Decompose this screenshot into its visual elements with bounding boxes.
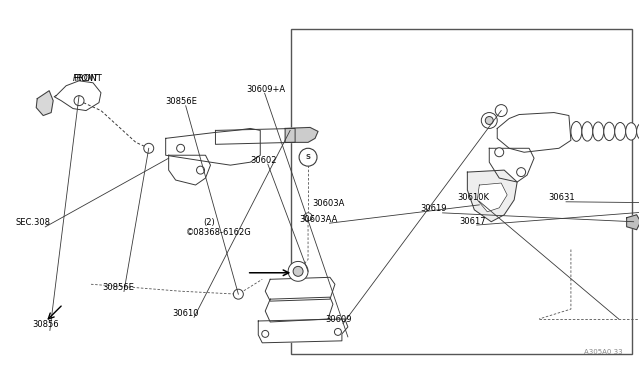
Circle shape (481, 113, 497, 128)
Polygon shape (36, 91, 53, 116)
Polygon shape (285, 128, 318, 142)
Text: 30603A: 30603A (312, 199, 345, 208)
Circle shape (299, 148, 317, 166)
Circle shape (177, 144, 184, 152)
Polygon shape (627, 215, 640, 230)
Polygon shape (216, 128, 295, 144)
Ellipse shape (626, 123, 637, 140)
Text: 30617: 30617 (459, 217, 486, 225)
Text: FRONT: FRONT (73, 74, 102, 83)
Circle shape (196, 166, 205, 174)
Polygon shape (259, 319, 348, 343)
Polygon shape (169, 155, 211, 185)
Text: 30631: 30631 (548, 193, 575, 202)
Text: 30610: 30610 (172, 309, 198, 318)
Text: 30609: 30609 (325, 315, 351, 324)
Ellipse shape (614, 122, 626, 140)
Text: 30610K: 30610K (457, 193, 489, 202)
Text: 30602: 30602 (250, 155, 276, 165)
Text: (2): (2) (204, 218, 215, 227)
Ellipse shape (604, 122, 614, 141)
Polygon shape (489, 148, 534, 182)
Circle shape (293, 266, 303, 276)
Circle shape (304, 213, 312, 221)
Circle shape (335, 328, 341, 336)
Circle shape (495, 148, 504, 157)
Text: 30856E: 30856E (166, 97, 198, 106)
Text: 30856: 30856 (32, 320, 59, 329)
Polygon shape (54, 81, 101, 110)
Circle shape (288, 262, 308, 281)
Ellipse shape (593, 122, 604, 141)
Polygon shape (166, 128, 260, 165)
Text: SEC.308: SEC.308 (15, 218, 51, 227)
Polygon shape (265, 297, 333, 322)
Circle shape (485, 116, 493, 125)
Text: 30603AA: 30603AA (300, 215, 338, 224)
Text: S: S (305, 154, 310, 160)
Polygon shape (265, 277, 335, 301)
Circle shape (234, 289, 243, 299)
Polygon shape (477, 183, 507, 212)
Circle shape (144, 143, 154, 153)
Circle shape (516, 168, 525, 177)
Ellipse shape (571, 122, 582, 141)
Polygon shape (467, 170, 517, 222)
Ellipse shape (637, 123, 640, 140)
Bar (291, 29, 632, 354)
Text: FRONT: FRONT (73, 74, 99, 83)
Ellipse shape (582, 122, 593, 141)
Text: A305A0 33: A305A0 33 (584, 349, 623, 355)
Text: 30856E: 30856E (102, 283, 134, 292)
Polygon shape (497, 113, 571, 152)
Text: 30619: 30619 (420, 204, 447, 214)
Circle shape (262, 330, 269, 337)
Circle shape (495, 105, 507, 116)
Circle shape (74, 96, 84, 106)
Text: ©08368-6162G: ©08368-6162G (186, 228, 252, 237)
Text: 30609+A: 30609+A (246, 85, 286, 94)
